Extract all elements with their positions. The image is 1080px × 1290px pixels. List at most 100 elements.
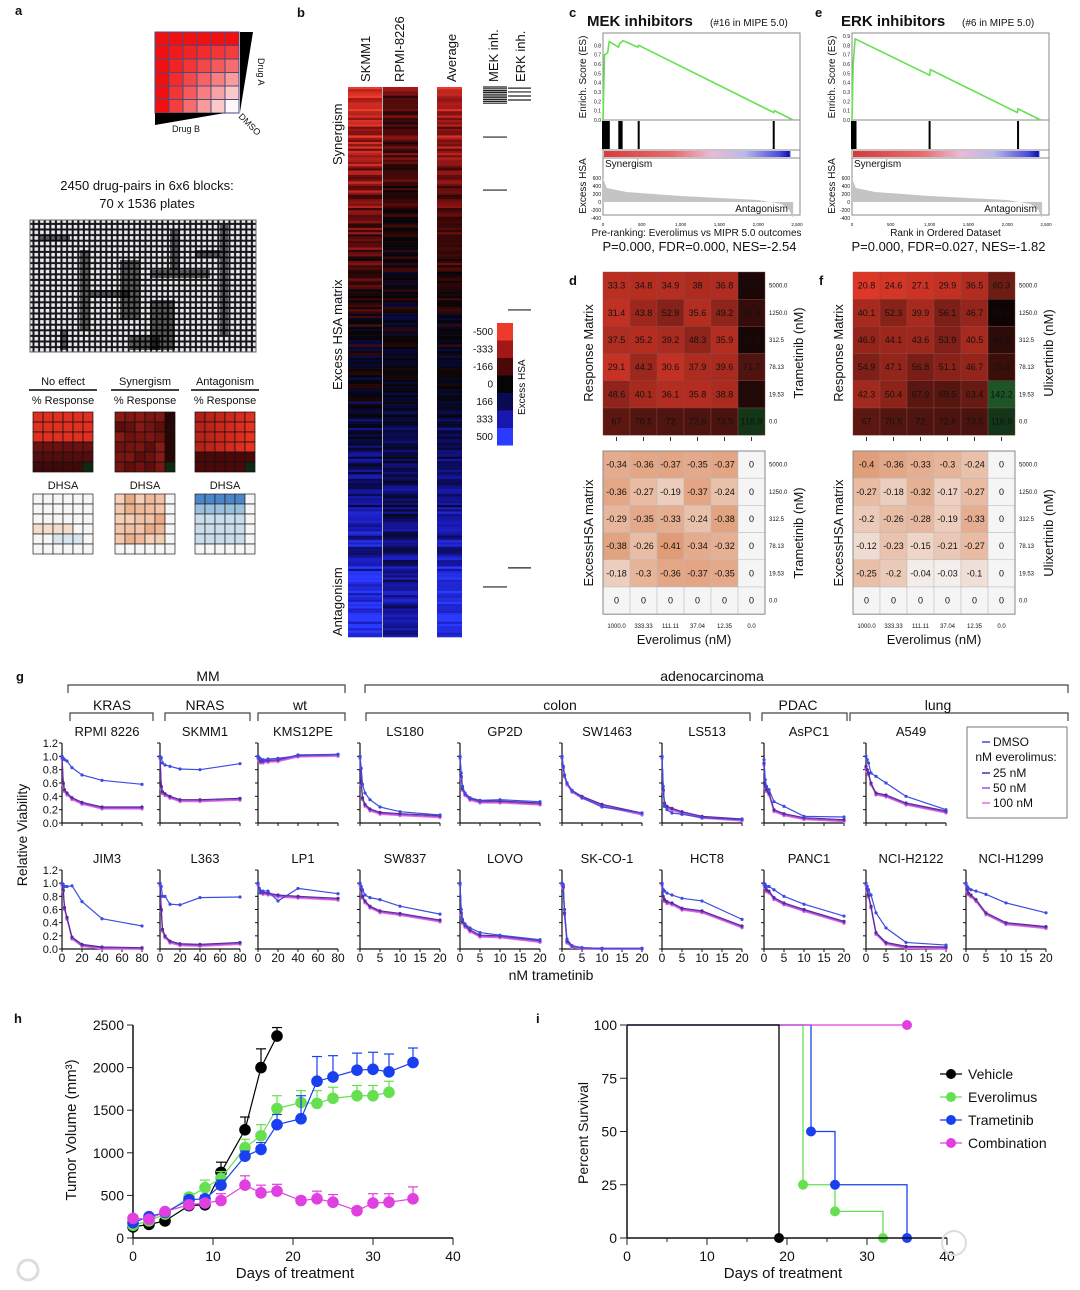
x-tick: 0: [761, 951, 768, 965]
heatmap-row: [437, 166, 462, 169]
y-tick: 2000: [93, 1060, 124, 1076]
heatmap-row: [437, 342, 462, 345]
heatmap-row: [348, 588, 382, 592]
viability-curve: [561, 884, 642, 950]
heatmap-row: [437, 265, 462, 268]
heatmap-row: [437, 485, 462, 488]
dhsa-cell: [144, 543, 156, 555]
data-point: [561, 764, 565, 768]
response-cell: [52, 441, 64, 453]
heatmap-row: [348, 373, 382, 376]
heatmap-row: [437, 417, 462, 420]
response-cell: [144, 441, 156, 453]
heatmap-row: [383, 397, 418, 400]
heatmap-row: [348, 575, 382, 578]
data-point: [271, 1102, 283, 1115]
heatmap-row: [383, 274, 418, 277]
heatmap-row: [437, 483, 462, 486]
heatmap-row: [437, 428, 462, 431]
response-cell: [164, 421, 176, 433]
dhsa-cell: [114, 503, 126, 515]
excess-hsa-cell: [629, 586, 658, 615]
cell-line-title: JIM3: [93, 851, 121, 866]
excess-hsa-cell: [879, 532, 908, 561]
heatmap-row: [437, 111, 462, 114]
heatmap-row: [383, 342, 418, 345]
data-point: [944, 943, 948, 947]
excess-hsa-cell: [683, 559, 712, 588]
data-point: [199, 1181, 211, 1194]
data-point: [168, 794, 172, 798]
heatmap-row: [383, 287, 418, 290]
data-point: [140, 946, 144, 950]
dhsa-cell: [154, 533, 166, 545]
viability-curve: [459, 756, 541, 803]
heatmap-row: [348, 469, 382, 473]
panel-label-f: f: [819, 273, 824, 288]
legend-label: Trametinib: [968, 1112, 1034, 1128]
heatmap-row: [437, 337, 462, 341]
heatmap-row: [348, 401, 382, 405]
data-point: [869, 893, 873, 897]
heatmap-row: [348, 131, 382, 134]
heatmap-row: [348, 183, 382, 187]
heatmap-row: [437, 241, 462, 244]
dhsa-cell: [244, 543, 256, 555]
heatmap-row: [437, 590, 462, 594]
data-point: [874, 774, 878, 778]
heatmap-row: [383, 615, 418, 618]
data-point: [336, 752, 340, 756]
heatmap-row: [383, 612, 418, 616]
response-cell: [244, 441, 256, 453]
data-point: [62, 905, 67, 910]
data-point: [178, 903, 182, 907]
cell-line-title: A549: [896, 724, 926, 739]
x-tick: 60: [311, 951, 325, 965]
legend-marker: [946, 1115, 956, 1125]
response-cell: [134, 451, 146, 463]
heatmap-row: [437, 258, 462, 262]
heatmap-row: [348, 441, 382, 444]
data-point: [199, 1197, 211, 1209]
heatmap-row: [383, 544, 418, 548]
response-cell: [154, 421, 166, 433]
x-tick: 2,000: [753, 222, 765, 227]
heatmap-row: [437, 388, 462, 391]
dmso-label: DMSO: [237, 111, 263, 137]
heatmap-row: [348, 520, 382, 523]
heatmap-row: [383, 610, 418, 614]
matrix-cell: [196, 45, 212, 60]
heatmap-row: [383, 289, 418, 292]
heatmap-row: [383, 621, 418, 625]
heatmap-row: [437, 181, 462, 185]
heatmap-row: [383, 601, 418, 605]
heatmap-row: [348, 225, 382, 229]
response-value: 81.4: [743, 308, 761, 318]
heatmap-row: [437, 320, 462, 323]
excess-hsa-cell: [987, 505, 1016, 533]
matrix-cell: [168, 45, 184, 60]
dhsa-cell: [124, 503, 136, 515]
panel-label-b: b: [297, 5, 305, 20]
excess-hsa-cell: [852, 586, 881, 615]
heatmap-row: [383, 126, 418, 130]
heatmap-row: [348, 340, 382, 343]
response-value: 63.4: [966, 389, 984, 399]
heatmap-row: [437, 267, 462, 270]
dhsa-cell: [144, 503, 156, 515]
heatmap-row: [437, 87, 462, 90]
heatmap-row: [383, 214, 418, 218]
heatmap-row: [437, 89, 462, 92]
heatmap-row: [383, 566, 418, 570]
heatmap-row: [383, 353, 418, 356]
heatmap-row: [383, 500, 418, 504]
excess-hsa-cell: [933, 505, 962, 533]
heatmap-row: [348, 357, 382, 361]
dhsa-cell: [224, 493, 236, 505]
data-point: [869, 781, 873, 785]
heatmap-row: [383, 139, 418, 143]
dhsa-cell: [52, 513, 64, 525]
heatmap-row: [383, 463, 418, 466]
x-tick: 20: [1039, 951, 1053, 965]
heatmap-row: [437, 219, 462, 222]
